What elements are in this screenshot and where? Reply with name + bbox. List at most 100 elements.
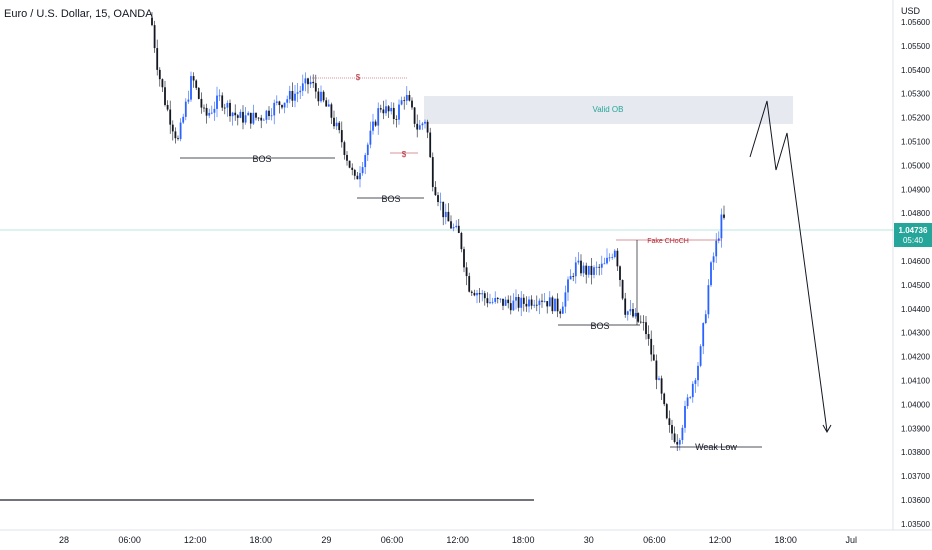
candle-body bbox=[702, 323, 705, 347]
candle-body bbox=[424, 121, 426, 124]
candle-body bbox=[405, 95, 408, 101]
candle-body bbox=[564, 292, 567, 307]
liquidity-high-label: $ bbox=[356, 73, 361, 82]
candle-body bbox=[582, 265, 585, 274]
candle-body bbox=[327, 104, 330, 107]
candle-body bbox=[294, 93, 296, 101]
price-tick-label: 1.05600 bbox=[901, 18, 930, 27]
price-tick-label: 1.05100 bbox=[901, 138, 930, 147]
candle-body bbox=[361, 167, 364, 174]
candle-body bbox=[608, 257, 611, 259]
candle-body bbox=[554, 298, 556, 312]
candle-body bbox=[600, 263, 603, 268]
candle-body bbox=[200, 98, 203, 108]
candle-body bbox=[356, 175, 359, 180]
candle-body bbox=[278, 101, 281, 106]
price-tick-label: 1.05000 bbox=[901, 161, 930, 170]
candle-body bbox=[663, 393, 666, 405]
candle-body bbox=[598, 266, 601, 268]
candle-body bbox=[619, 266, 621, 281]
candle-body bbox=[234, 112, 237, 116]
candle-body bbox=[416, 123, 419, 130]
candle-body bbox=[270, 115, 273, 117]
candle-body bbox=[151, 17, 153, 26]
projection-arrowhead bbox=[822, 424, 832, 434]
candle-body bbox=[374, 121, 377, 126]
candle-body bbox=[470, 291, 473, 293]
candle-body bbox=[460, 232, 463, 250]
candle-body bbox=[400, 100, 403, 105]
candle-body bbox=[387, 106, 390, 112]
candle-body bbox=[616, 250, 619, 267]
candle-body bbox=[273, 102, 276, 116]
candle-body bbox=[611, 257, 614, 258]
candle-body bbox=[398, 104, 400, 120]
price-tick-label: 1.04100 bbox=[901, 377, 930, 386]
candle-body bbox=[650, 338, 653, 355]
time-axis[interactable]: 28 06:00 12:00 18:00 29 06:00 12:00 18:00 30 06:0… bbox=[59, 535, 857, 545]
candle-body bbox=[569, 276, 572, 280]
candle-body bbox=[210, 112, 213, 114]
price-axis[interactable]: 1.05600 1.05500 1.05400 1.05300 1.05200 1.051… bbox=[901, 18, 930, 529]
weak-low-label: Weak Low bbox=[695, 442, 737, 452]
candle-body bbox=[192, 76, 195, 81]
candle-body bbox=[450, 221, 452, 229]
candle-body bbox=[312, 81, 315, 84]
bos-label-3: BOS bbox=[590, 321, 609, 331]
candle-body bbox=[637, 313, 640, 322]
price-tick-label: 1.05200 bbox=[901, 114, 930, 123]
candle-body bbox=[385, 106, 387, 114]
projection-path[interactable] bbox=[749, 100, 828, 432]
candle-body bbox=[715, 240, 718, 257]
candle-body bbox=[221, 95, 224, 108]
candle-body bbox=[551, 297, 554, 312]
candle-body bbox=[533, 304, 536, 306]
candle-body bbox=[577, 260, 580, 263]
candle-body bbox=[704, 314, 707, 324]
candle-body bbox=[559, 311, 562, 314]
time-tick-label: 06:00 bbox=[118, 535, 141, 545]
candle-body bbox=[177, 138, 179, 140]
candle-body bbox=[260, 117, 263, 121]
candle-body bbox=[353, 169, 356, 176]
candle-body bbox=[301, 83, 304, 91]
candle-body bbox=[595, 266, 598, 268]
fake-choch-label: Fake CHoCH bbox=[647, 238, 689, 245]
candle-body bbox=[340, 130, 343, 143]
candle-body bbox=[291, 90, 294, 101]
candle-body bbox=[639, 321, 642, 323]
price-tick-label: 1.04800 bbox=[901, 209, 930, 218]
candle-body bbox=[603, 263, 606, 265]
candle-body bbox=[572, 276, 575, 277]
candle-body bbox=[658, 378, 660, 380]
candle-body bbox=[684, 406, 686, 428]
candle-body bbox=[158, 69, 161, 80]
candle-body bbox=[195, 80, 198, 88]
candle-body bbox=[403, 100, 406, 102]
candle-body bbox=[642, 321, 645, 323]
time-tick-label: 18:00 bbox=[512, 535, 535, 545]
candle-body bbox=[535, 304, 538, 306]
candle-body bbox=[304, 78, 307, 84]
candle-body bbox=[655, 360, 658, 380]
candle-body bbox=[171, 124, 174, 132]
candle-body bbox=[421, 123, 424, 126]
candle-body bbox=[161, 79, 164, 88]
last-price-value: 1.04736 bbox=[899, 226, 928, 235]
candle-body bbox=[296, 92, 299, 94]
candle-body bbox=[366, 144, 369, 156]
valid-ob-zone[interactable] bbox=[424, 96, 793, 124]
candle-body bbox=[660, 378, 663, 394]
candle-body bbox=[530, 299, 533, 306]
last-price-badge bbox=[894, 223, 932, 247]
candle-body bbox=[281, 105, 283, 108]
candle-body bbox=[231, 112, 234, 117]
price-tick-label: 1.03500 bbox=[901, 520, 930, 529]
candle-body bbox=[712, 256, 715, 263]
candle-body bbox=[491, 301, 494, 303]
candle-body bbox=[574, 262, 577, 277]
candle-body bbox=[707, 285, 710, 315]
candle-body bbox=[325, 100, 328, 107]
candle-body bbox=[626, 311, 629, 315]
